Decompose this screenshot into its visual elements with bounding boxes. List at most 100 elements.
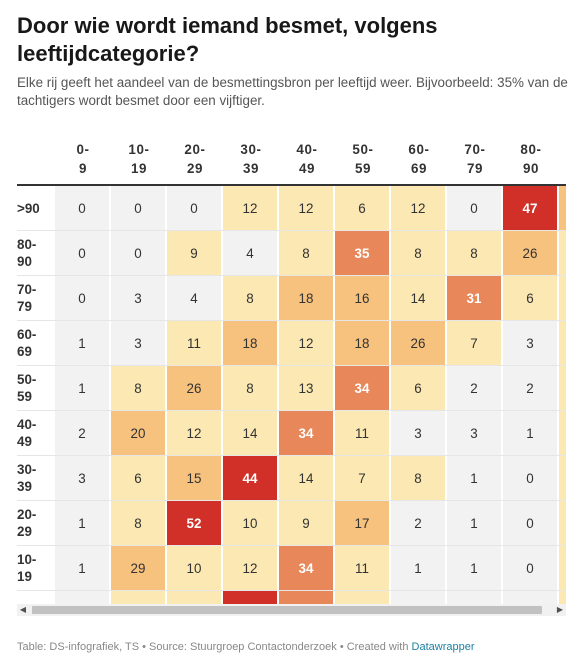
heatmap-cell: 44 bbox=[223, 456, 277, 500]
row-header: >90 bbox=[17, 186, 55, 230]
heatmap-cell: 26 bbox=[391, 321, 445, 365]
column-header-top: 70- bbox=[464, 142, 486, 157]
heatmap-cell: 0 bbox=[111, 186, 165, 230]
heatmap-cell: 6 bbox=[503, 276, 557, 320]
heatmap-cell: 3 bbox=[447, 411, 501, 455]
column-header-top: 0- bbox=[76, 142, 90, 157]
column-header: 60- 69 bbox=[391, 140, 447, 178]
heatmap-cell: 31 bbox=[447, 276, 501, 320]
heatmap-cell: 26 bbox=[503, 231, 557, 275]
column-header-top: 30- bbox=[240, 142, 262, 157]
heatmap-cell: 3 bbox=[503, 321, 557, 365]
row-header-bottom: 49 bbox=[17, 434, 32, 449]
heatmap-cell: 14 bbox=[223, 411, 277, 455]
column-header-top: 10- bbox=[128, 142, 150, 157]
heatmap-cell: 6 bbox=[335, 186, 389, 230]
row-header-bottom: 29 bbox=[17, 524, 32, 539]
heatmap-cell: 3 bbox=[391, 411, 445, 455]
row-header-bottom: 19 bbox=[17, 569, 32, 584]
row-header: 80- 90 bbox=[17, 231, 55, 275]
heatmap-cell: 4 bbox=[223, 231, 277, 275]
heatmap-cell: 1 bbox=[447, 546, 501, 590]
column-header: 70- 79 bbox=[447, 140, 503, 178]
row-header: 10- 19 bbox=[17, 546, 55, 590]
row-header-bottom: 39 bbox=[17, 479, 32, 494]
heatmap-cell: 20 bbox=[111, 411, 165, 455]
heatmap-cell: 9 bbox=[167, 231, 221, 275]
heatmap-cell: 1 bbox=[55, 501, 109, 545]
heatmap-cell: 0 bbox=[503, 456, 557, 500]
heatmap-cell-clipped bbox=[559, 591, 566, 605]
column-header-bottom: 79 bbox=[466, 161, 484, 176]
heatmap-cell: 0 bbox=[111, 231, 165, 275]
heatmap-cell: 14 bbox=[391, 276, 445, 320]
heatmap-cell: 29 bbox=[111, 546, 165, 590]
heatmap-cell: 5 bbox=[167, 591, 221, 605]
column-header-bottom: 39 bbox=[242, 161, 260, 176]
row-header-top: 10- bbox=[17, 552, 37, 567]
row-header-top: 20- bbox=[17, 507, 37, 522]
heatmap-cell-clipped bbox=[559, 231, 566, 275]
row-header: 40- 49 bbox=[17, 411, 55, 455]
heatmap-cell: 2 bbox=[503, 366, 557, 410]
heatmap-cell: 26 bbox=[167, 366, 221, 410]
heatmap-cell: 15 bbox=[167, 456, 221, 500]
table-row: 50- 59 1 8 26 8 13 34 6 2 2 bbox=[17, 366, 566, 411]
chart-subtitle: Elke rij geeft het aandeel van de besmet… bbox=[17, 75, 568, 108]
heatmap-cell: 11 bbox=[167, 321, 221, 365]
row-header-top: 80- bbox=[17, 237, 37, 252]
heatmap-cell: 1 bbox=[55, 546, 109, 590]
heatmap-cell: 8 bbox=[391, 456, 445, 500]
heatmap-cell: 3 bbox=[55, 456, 109, 500]
column-header: 0- 9 bbox=[55, 140, 111, 178]
heatmap-cell: 34 bbox=[279, 411, 333, 455]
heatmap-cell: 11 bbox=[335, 546, 389, 590]
heatmap-cell: 4 bbox=[167, 276, 221, 320]
heatmap-cell: 30 bbox=[279, 591, 333, 605]
row-header: 30- 39 bbox=[17, 456, 55, 500]
column-header: 20- 29 bbox=[167, 140, 223, 178]
heatmap-cell: 18 bbox=[279, 276, 333, 320]
scrollbar-thumb[interactable] bbox=[32, 606, 542, 614]
heatmap-cell: 18 bbox=[335, 321, 389, 365]
table-row: 40- 49 2 20 12 14 34 11 3 3 1 bbox=[17, 411, 566, 456]
table-row: 80- 90 0 0 9 4 8 35 8 8 26 bbox=[17, 231, 566, 276]
datawrapper-link[interactable]: Datawrapper bbox=[411, 641, 475, 653]
heatmap-cell-clipped bbox=[559, 186, 566, 230]
row-header: 70- 79 bbox=[17, 276, 55, 320]
scroll-left-arrow-icon[interactable]: ◀ bbox=[19, 605, 27, 614]
heatmap-cell: 7 bbox=[447, 321, 501, 365]
chart-footer: Table: DS-infografiek, TS • Source: Stuu… bbox=[17, 640, 572, 654]
heatmap-cell-clipped bbox=[559, 501, 566, 545]
heatmap-cell: 13 bbox=[279, 366, 333, 410]
heatmap-cell: 8 bbox=[111, 366, 165, 410]
heatmap-cell: 11 bbox=[335, 411, 389, 455]
column-header-top: 60- bbox=[408, 142, 430, 157]
row-header-top: 70- bbox=[17, 282, 37, 297]
heatmap-cell: 0 bbox=[55, 276, 109, 320]
column-header-top: 20- bbox=[184, 142, 206, 157]
column-header-bottom: 90 bbox=[522, 161, 540, 176]
column-header: 30- 39 bbox=[223, 140, 279, 178]
heatmap-cell-clipped bbox=[559, 366, 566, 410]
horizontal-scrollbar[interactable]: ◀ ▶ bbox=[17, 604, 566, 616]
row-header-bottom: 69 bbox=[17, 344, 32, 359]
column-header-bottom: 9 bbox=[78, 161, 88, 176]
column-header: 80- 90 bbox=[503, 140, 559, 178]
column-header-top: 40- bbox=[296, 142, 318, 157]
heatmap-cell: 18 bbox=[223, 321, 277, 365]
row-header-top: 30- bbox=[17, 462, 37, 477]
heatmap-cell: 2 bbox=[447, 366, 501, 410]
table-row: 10- 19 1 29 10 12 34 11 1 1 0 bbox=[17, 546, 566, 591]
column-header: 10- 19 bbox=[111, 140, 167, 178]
heatmap-cell: 0 bbox=[167, 186, 221, 230]
heatmap-cell: 0 bbox=[503, 591, 557, 605]
heatmap-cell: 17 bbox=[335, 501, 389, 545]
heatmap-cell: 12 bbox=[223, 546, 277, 590]
row-header-bottom: 90 bbox=[17, 254, 32, 269]
table-row: >90 0 0 0 12 12 6 12 0 47 bbox=[17, 186, 566, 231]
scroll-right-arrow-icon[interactable]: ▶ bbox=[556, 605, 564, 614]
table-row: 30- 39 3 6 15 44 14 7 8 1 0 bbox=[17, 456, 566, 501]
heatmap-table: 0- 9 10- 19 20- 29 30- 39 40- 49 50- 59 60- 69 70- 79 80… bbox=[17, 140, 566, 605]
heatmap-cell: 8 bbox=[223, 366, 277, 410]
